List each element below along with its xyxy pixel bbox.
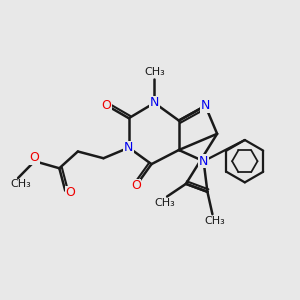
Text: N: N — [201, 99, 210, 112]
Text: N: N — [199, 155, 208, 168]
Text: N: N — [150, 96, 159, 110]
Text: O: O — [66, 187, 75, 200]
Text: CH₃: CH₃ — [144, 67, 165, 77]
Text: O: O — [30, 151, 40, 164]
Text: N: N — [124, 141, 134, 154]
Text: CH₃: CH₃ — [154, 198, 175, 208]
Text: CH₃: CH₃ — [10, 179, 31, 190]
Text: CH₃: CH₃ — [204, 216, 225, 226]
Text: O: O — [101, 99, 111, 112]
Text: O: O — [131, 179, 141, 192]
